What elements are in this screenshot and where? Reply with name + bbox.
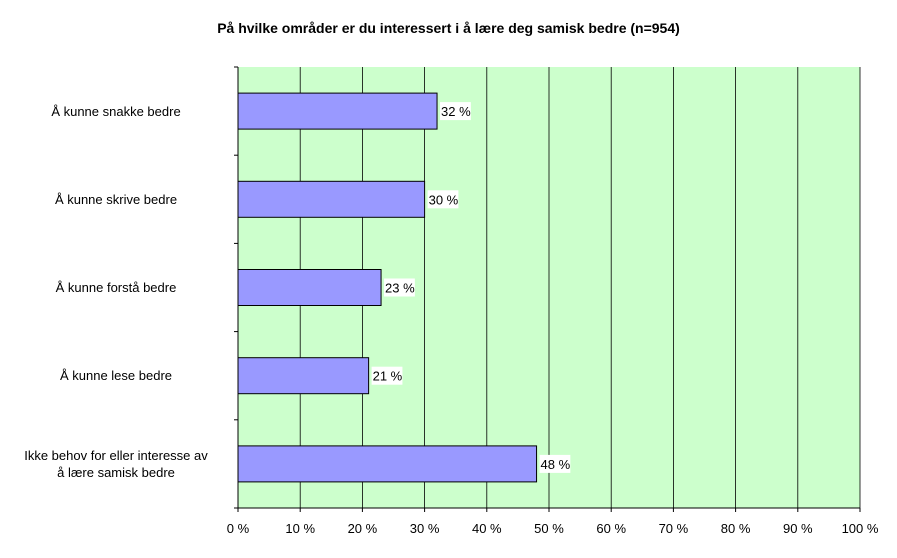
bar bbox=[237, 92, 438, 130]
category-label: Å kunne snakke bedre bbox=[51, 103, 181, 119]
x-tick-label: 90 % bbox=[783, 521, 813, 536]
data-label: 32 % bbox=[441, 104, 471, 119]
x-tick-label: 40 % bbox=[472, 521, 502, 536]
category-label: Ikke behov for eller interesse av å lære … bbox=[24, 447, 208, 480]
bars bbox=[237, 92, 538, 483]
data-label-background bbox=[539, 454, 571, 473]
x-tick-label: 60 % bbox=[596, 521, 626, 536]
x-tick-label: 10 % bbox=[285, 521, 315, 536]
category-label: Å kunne lese bedre bbox=[59, 368, 173, 384]
category-label: Å kunne skrive bedre bbox=[54, 191, 178, 207]
x-tick-labels: 0 % 10 % 20 % 30 % 40 % 50 % 60 % 70 % 80 % 90 % 1… bbox=[227, 521, 879, 536]
bar bbox=[237, 180, 426, 218]
x-tick-label: 30 % bbox=[410, 521, 440, 536]
data-label-background bbox=[427, 190, 459, 209]
data-label-background bbox=[371, 366, 403, 385]
x-tick-label: 20 % bbox=[348, 521, 378, 536]
x-tick-label: 100 % bbox=[842, 521, 879, 536]
bar bbox=[237, 445, 538, 483]
x-tick-label: 70 % bbox=[659, 521, 689, 536]
data-labels: 32 % 30 % 23 % 21 % 48 % bbox=[371, 102, 571, 473]
data-label-background bbox=[440, 102, 471, 121]
data-label: 30 % bbox=[429, 192, 459, 207]
x-tick-label: 0 % bbox=[227, 521, 250, 536]
data-label: 21 % bbox=[373, 369, 403, 384]
bar bbox=[237, 269, 382, 306]
x-tick-label: 50 % bbox=[534, 521, 564, 536]
category-label: Å kunne forstå bedre bbox=[55, 280, 177, 295]
data-label: 48 % bbox=[541, 457, 571, 472]
chart-title: På hvilke områder er du interessert i å … bbox=[217, 20, 680, 36]
data-label-background bbox=[384, 278, 415, 297]
data-label: 23 % bbox=[385, 281, 415, 296]
x-tick-label: 80 % bbox=[721, 521, 751, 536]
bar bbox=[237, 357, 370, 395]
